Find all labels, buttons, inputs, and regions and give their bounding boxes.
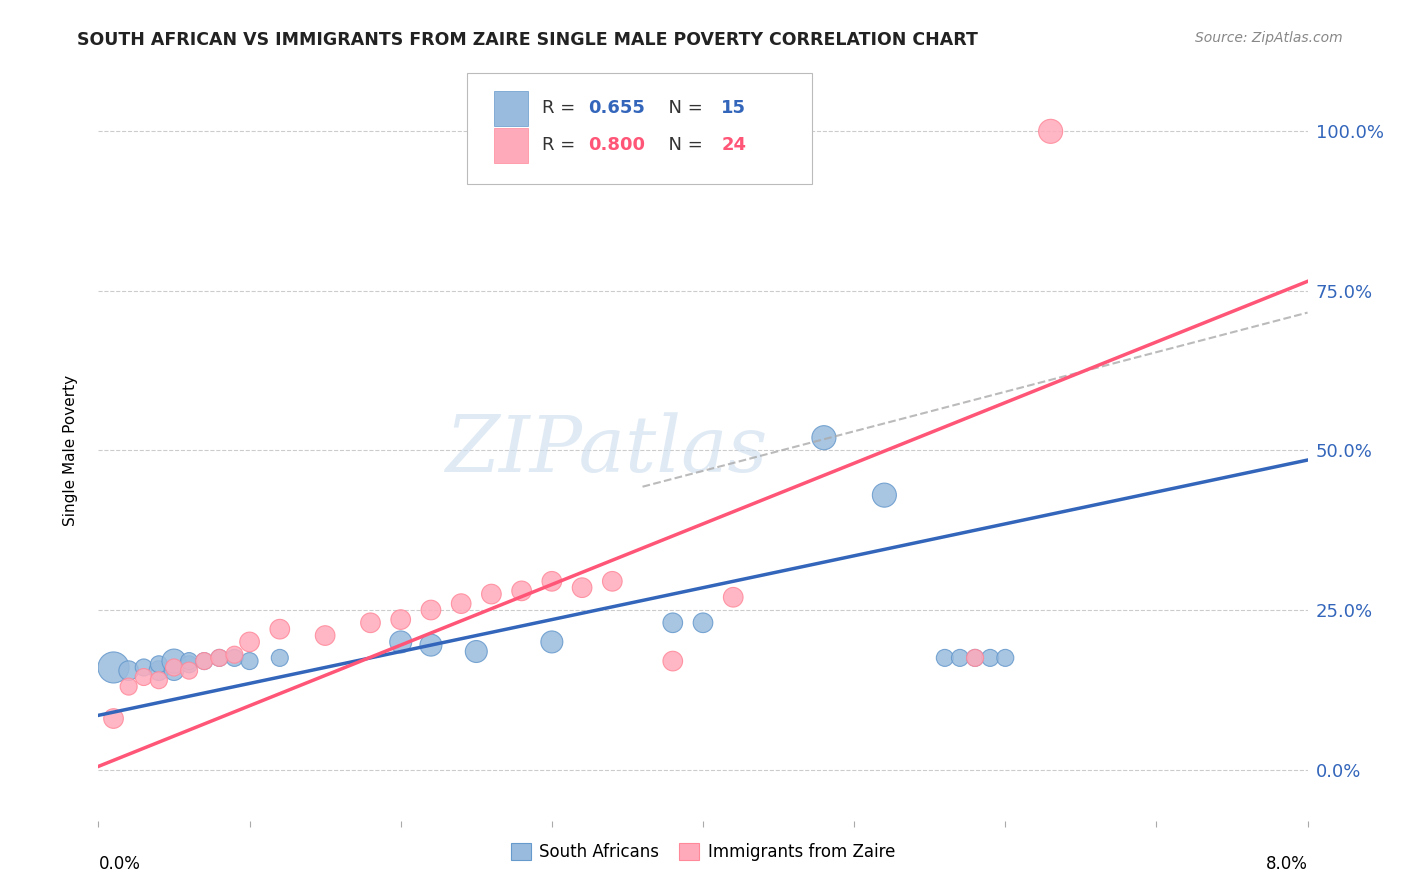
Y-axis label: Single Male Poverty: Single Male Poverty [63,375,77,526]
Point [661,654,683,668]
Point [103,660,125,674]
Text: N =: N = [657,136,709,154]
Legend: South Africans, Immigrants from Zaire: South Africans, Immigrants from Zaire [505,837,901,868]
Point [994,651,1017,665]
Point [450,597,472,611]
Text: 15: 15 [721,99,747,118]
Text: 0.655: 0.655 [588,99,645,118]
Text: N =: N = [657,99,709,118]
Point [314,629,336,643]
Text: R =: R = [543,136,581,154]
Point [118,664,141,678]
Point [208,651,231,665]
Point [163,660,186,674]
Point [389,635,412,649]
Point [389,613,412,627]
Point [965,651,987,665]
Text: ZIPatlas: ZIPatlas [446,412,768,489]
Point [420,603,443,617]
FancyBboxPatch shape [494,128,527,163]
Point [465,644,488,658]
Point [132,670,155,684]
Point [193,654,215,668]
Point [661,615,683,630]
Point [163,664,186,678]
Text: Source: ZipAtlas.com: Source: ZipAtlas.com [1195,31,1343,45]
Text: SOUTH AFRICAN VS IMMIGRANTS FROM ZAIRE SINGLE MALE POVERTY CORRELATION CHART: SOUTH AFRICAN VS IMMIGRANTS FROM ZAIRE S… [77,31,979,49]
Point [813,431,835,445]
Point [118,680,141,694]
Point [269,622,291,636]
Text: 24: 24 [721,136,747,154]
Point [540,574,562,589]
Point [692,615,714,630]
Point [934,651,956,665]
Point [1039,124,1062,138]
Point [224,648,246,662]
Point [179,664,201,678]
Point [224,651,246,665]
Point [420,638,443,652]
Text: R =: R = [543,99,581,118]
Point [239,635,262,649]
Point [179,654,201,668]
Text: 0.800: 0.800 [588,136,645,154]
Point [571,581,593,595]
Point [132,660,155,674]
Point [148,657,170,672]
Point [103,712,125,726]
Point [481,587,503,601]
Point [540,635,562,649]
Point [979,651,1001,665]
Point [269,651,291,665]
Point [602,574,624,589]
Point [148,673,170,688]
Point [163,654,186,668]
Point [208,651,231,665]
Point [193,654,215,668]
Point [965,651,987,665]
Point [873,488,896,502]
Text: 0.0%: 0.0% [98,855,141,873]
FancyBboxPatch shape [494,91,527,126]
Text: 8.0%: 8.0% [1265,855,1308,873]
Point [148,664,170,678]
Point [179,657,201,672]
Point [360,615,382,630]
Point [949,651,972,665]
Point [510,583,533,598]
Point [239,654,262,668]
Point [723,591,745,605]
FancyBboxPatch shape [467,73,811,184]
